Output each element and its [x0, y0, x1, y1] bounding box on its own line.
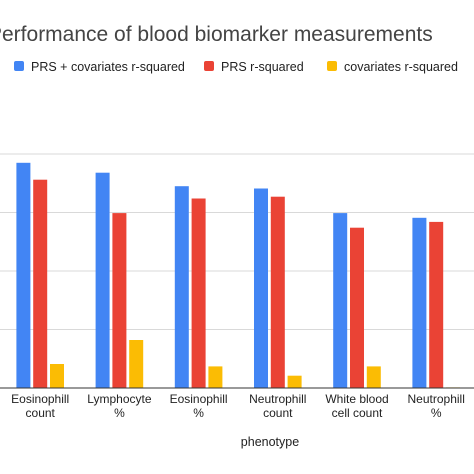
- x-tick-label: White blood cell count: [325, 392, 388, 420]
- legend: PRS + covariates r-squared PRS r-squared c…: [14, 60, 458, 74]
- bar-prs-covariates: [16, 162, 31, 388]
- x-tick-label: Eosinophill%: [170, 392, 228, 420]
- bar-prs-covariates: [254, 188, 268, 388]
- x-tick-label: Eosinophill count: [11, 392, 69, 420]
- bar-prs: [429, 221, 444, 388]
- bar-prs-covariates: [412, 217, 427, 388]
- x-tick-label: Neutrophill count: [249, 392, 306, 420]
- bar-covariates: [287, 375, 302, 388]
- legend-label: PRS + covariates r-squared: [31, 60, 185, 74]
- bar-prs-covariates: [333, 213, 348, 388]
- x-axis-title: phenotype: [241, 435, 299, 449]
- bar-covariates: [50, 364, 64, 388]
- x-tick-labels: Monocyte %EosinophillcountLymphocyte%Eos…: [11, 392, 465, 420]
- chart-title: Performance of blood biomarker measureme…: [0, 23, 433, 46]
- bar-prs: [270, 196, 285, 388]
- x-tick-label: Lymphocyte%: [87, 392, 152, 420]
- gridlines: [0, 153, 474, 330]
- bar-group: [16, 162, 460, 388]
- x-tick-label: Neutrophill%: [408, 392, 465, 420]
- bar-covariates: [129, 340, 144, 388]
- bar-covariates: [366, 366, 381, 388]
- bar-prs-covariates: [95, 172, 110, 388]
- bar-prs: [350, 227, 364, 388]
- bar-prs-covariates: [174, 186, 189, 388]
- legend-swatch: [14, 61, 24, 71]
- legend-swatch: [204, 61, 214, 71]
- legend-label: covariates r-squared: [344, 60, 458, 74]
- legend-label: PRS r-squared: [221, 60, 304, 74]
- legend-swatch: [327, 61, 337, 71]
- bar-prs: [191, 198, 206, 388]
- bar-prs: [112, 213, 127, 388]
- bar-covariates: [208, 366, 223, 388]
- bar-prs: [33, 179, 48, 388]
